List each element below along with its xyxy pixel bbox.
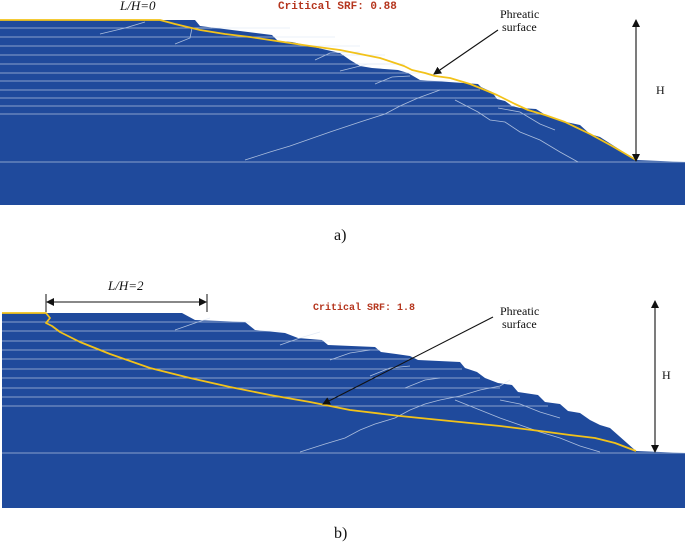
phreatic-pointer-arrow bbox=[322, 316, 494, 405]
lh-label: L/H=2 bbox=[107, 278, 144, 293]
height-label: H bbox=[656, 83, 665, 97]
phreatic-label-line1: Phreatic bbox=[500, 7, 539, 21]
phreatic-surface-line bbox=[0, 19, 637, 161]
phreatic-pointer-arrow bbox=[433, 29, 499, 75]
panel-caption: b) bbox=[334, 525, 347, 542]
phreatic-surface-line bbox=[2, 312, 637, 452]
phreatic-annotation: Phreatic surface bbox=[322, 304, 539, 405]
panel-a: L/H=0 Critical SRF: 0.88 Phreatic surfac… bbox=[0, 0, 685, 244]
lh-dimension: L/H=2 bbox=[45, 278, 208, 312]
height-label: H bbox=[662, 368, 671, 382]
phreatic-annotation: Phreatic surface bbox=[433, 7, 539, 75]
panel-caption: a) bbox=[334, 227, 346, 244]
slope-body bbox=[0, 20, 685, 205]
slope-body bbox=[2, 313, 685, 508]
panel-b: L/H=2 Critical SRF: 1.8 Phreatic surface… bbox=[2, 278, 685, 542]
lh-label: L/H=0 bbox=[119, 0, 156, 13]
critical-srf-label: Critical SRF: 0.88 bbox=[278, 1, 397, 13]
height-dimension: H bbox=[651, 300, 671, 453]
height-dimension: H bbox=[632, 19, 665, 162]
critical-srf-label: Critical SRF: 1.8 bbox=[313, 302, 415, 314]
layer-lines bbox=[2, 317, 685, 454]
phreatic-label-line2: surface bbox=[502, 20, 537, 34]
phreatic-label-line2: surface bbox=[502, 317, 537, 331]
phreatic-label-line1: Phreatic bbox=[500, 304, 539, 318]
